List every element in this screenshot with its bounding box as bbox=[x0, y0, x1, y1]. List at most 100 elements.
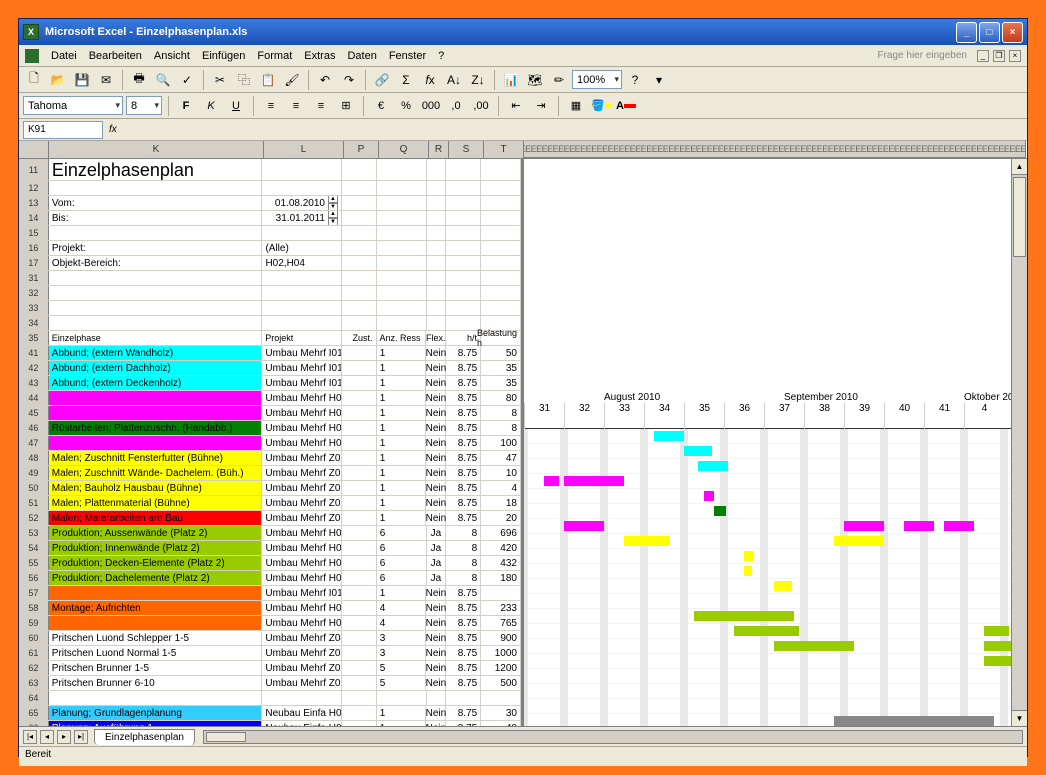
row-header[interactable]: 48 bbox=[19, 451, 49, 465]
cell[interactable]: 8 bbox=[446, 526, 481, 540]
cell[interactable]: Rüstarbeiten; Zuschnitt Fensterfutter bbox=[49, 391, 263, 405]
table-row[interactable]: 15 bbox=[19, 226, 521, 241]
cell[interactable]: 47 bbox=[481, 451, 521, 465]
cell[interactable]: 8.75 bbox=[446, 616, 481, 630]
horizontal-scrollbar[interactable] bbox=[203, 730, 1023, 744]
cell[interactable] bbox=[427, 181, 447, 195]
mdi-minimize-button[interactable]: _ bbox=[977, 50, 989, 62]
cell[interactable]: 30 bbox=[481, 706, 521, 720]
cell[interactable]: Malen; Bauholz Hausbau (Bühne) bbox=[49, 481, 263, 495]
table-row[interactable]: 35EinzelphaseProjektZust.Anz. RessFlex.h… bbox=[19, 331, 521, 346]
cell[interactable]: Nein bbox=[426, 436, 446, 450]
cell[interactable] bbox=[427, 211, 447, 225]
cell[interactable] bbox=[342, 436, 377, 450]
cell[interactable]: 8.75 bbox=[446, 376, 481, 390]
cell[interactable]: Produktion; Aussenwände (Platz 2) bbox=[49, 526, 263, 540]
cell[interactable]: 18 bbox=[481, 496, 521, 510]
sum-icon[interactable]: Σ bbox=[395, 69, 417, 91]
cell[interactable] bbox=[342, 571, 377, 585]
cell[interactable]: 1 bbox=[377, 376, 427, 390]
table-row[interactable]: 17Objekt-Bereich:H02,H04 bbox=[19, 256, 521, 271]
cell[interactable]: 80 bbox=[481, 391, 521, 405]
cell[interactable] bbox=[342, 586, 377, 600]
cell[interactable]: Planung; Ausführung 1 bbox=[49, 721, 263, 726]
cell[interactable]: 8.75 bbox=[446, 511, 481, 525]
cell[interactable]: Umbau Mehrf H01 bbox=[262, 526, 342, 540]
cell[interactable]: Rüstarbeiten; Rippe und Gelände bbox=[49, 436, 263, 450]
cell[interactable]: 10 bbox=[481, 466, 521, 480]
cell[interactable] bbox=[262, 181, 342, 195]
gantt-bar[interactable] bbox=[698, 461, 728, 471]
cell[interactable]: Abbund; (extern Wandholz) bbox=[49, 346, 263, 360]
cell[interactable] bbox=[427, 286, 447, 300]
gantt-bar[interactable] bbox=[734, 626, 799, 636]
gantt-bar[interactable] bbox=[984, 641, 1014, 651]
cell[interactable]: 8.75 bbox=[446, 706, 481, 720]
table-row[interactable]: 51Malen; Plattenmaterial (Bühne)Umbau Me… bbox=[19, 496, 521, 511]
maximize-button[interactable]: □ bbox=[979, 22, 1000, 43]
cell[interactable] bbox=[446, 196, 481, 210]
scroll-up-icon[interactable]: ▲ bbox=[1012, 159, 1027, 175]
cell[interactable]: 8.75 bbox=[446, 361, 481, 375]
gantt-bar[interactable] bbox=[774, 641, 854, 651]
cell[interactable]: 8.75 bbox=[446, 721, 481, 726]
merge-icon[interactable]: ⊞ bbox=[335, 95, 357, 117]
cell[interactable]: Malen; Malerarbeiten am Bau bbox=[49, 511, 263, 525]
row-header[interactable]: 53 bbox=[19, 526, 49, 540]
cell[interactable] bbox=[342, 301, 377, 315]
spell-icon[interactable]: ✓ bbox=[176, 69, 198, 91]
font-color-icon[interactable]: A bbox=[615, 95, 637, 117]
col-R[interactable]: R bbox=[429, 141, 449, 158]
cell[interactable] bbox=[49, 691, 263, 705]
cell[interactable]: Nein bbox=[426, 421, 446, 435]
cell[interactable]: 1 bbox=[377, 421, 427, 435]
cell[interactable]: Anz. Ress bbox=[377, 331, 427, 345]
row-header[interactable]: 34 bbox=[19, 316, 49, 330]
cell[interactable]: Umbau Mehrf H01 bbox=[262, 601, 342, 615]
cell[interactable] bbox=[342, 451, 377, 465]
row-header[interactable]: 61 bbox=[19, 646, 49, 660]
row-header[interactable]: 64 bbox=[19, 691, 49, 705]
cell[interactable]: Montage; Aufrichten bbox=[49, 601, 263, 615]
cell[interactable] bbox=[342, 211, 377, 225]
cell[interactable]: 5 bbox=[377, 676, 427, 690]
cell[interactable]: Malen; Zuschnitt Fensterfutter (Bühne) bbox=[49, 451, 263, 465]
cell[interactable]: 8.75 bbox=[446, 391, 481, 405]
cell[interactable]: Pritschen Brunner 6-10 bbox=[49, 676, 263, 690]
dec-indent-icon[interactable]: ⇤ bbox=[505, 95, 527, 117]
row-header[interactable]: 65 bbox=[19, 706, 49, 720]
row-header[interactable]: 17 bbox=[19, 256, 49, 270]
cell[interactable] bbox=[342, 159, 377, 180]
cell[interactable]: Ja bbox=[427, 541, 447, 555]
cell[interactable]: Nein bbox=[426, 616, 446, 630]
table-row[interactable]: 31 bbox=[19, 271, 521, 286]
cell[interactable]: Umbau Mehrf I01 bbox=[262, 586, 342, 600]
cell[interactable]: Zust. bbox=[342, 331, 377, 345]
cell[interactable] bbox=[342, 196, 377, 210]
row-header[interactable]: 62 bbox=[19, 661, 49, 675]
mdi-close-button[interactable]: × bbox=[1009, 50, 1021, 62]
cell[interactable] bbox=[481, 196, 521, 210]
cell[interactable]: 8.75 bbox=[446, 496, 481, 510]
cell[interactable]: Umbau Mehrf Z02 bbox=[262, 661, 342, 675]
thousand-icon[interactable]: 000 bbox=[420, 95, 442, 117]
table-row[interactable]: 56Produktion; Dachelemente (Platz 2)Umba… bbox=[19, 571, 521, 586]
italic-button[interactable]: K bbox=[200, 95, 222, 117]
cell[interactable]: Abbund; (extern Dachholz) bbox=[49, 361, 263, 375]
table-row[interactable]: 13Vom:01.08.2010 ▲▼ bbox=[19, 196, 521, 211]
preview-icon[interactable]: 🔍 bbox=[152, 69, 174, 91]
cell[interactable]: 1 bbox=[377, 451, 427, 465]
cell[interactable]: Umbau Mehrf H01 bbox=[262, 571, 342, 585]
row-header[interactable]: 32 bbox=[19, 286, 49, 300]
minimize-button[interactable]: _ bbox=[956, 22, 977, 43]
percent-icon[interactable]: % bbox=[395, 95, 417, 117]
inc-indent-icon[interactable]: ⇥ bbox=[530, 95, 552, 117]
cell[interactable]: Ja bbox=[427, 526, 447, 540]
open-icon[interactable]: 📂 bbox=[47, 69, 69, 91]
table-row[interactable]: 16Projekt:(Alle) bbox=[19, 241, 521, 256]
cell[interactable]: Malen; Zuschnitt Wände- Dachelem. (Büh.) bbox=[49, 466, 263, 480]
row-header[interactable]: 60 bbox=[19, 631, 49, 645]
table-row[interactable]: 60Pritschen Luond Schlepper 1-5Umbau Meh… bbox=[19, 631, 521, 646]
cell[interactable]: Nein bbox=[426, 631, 446, 645]
fill-color-icon[interactable]: 🪣 bbox=[590, 95, 612, 117]
